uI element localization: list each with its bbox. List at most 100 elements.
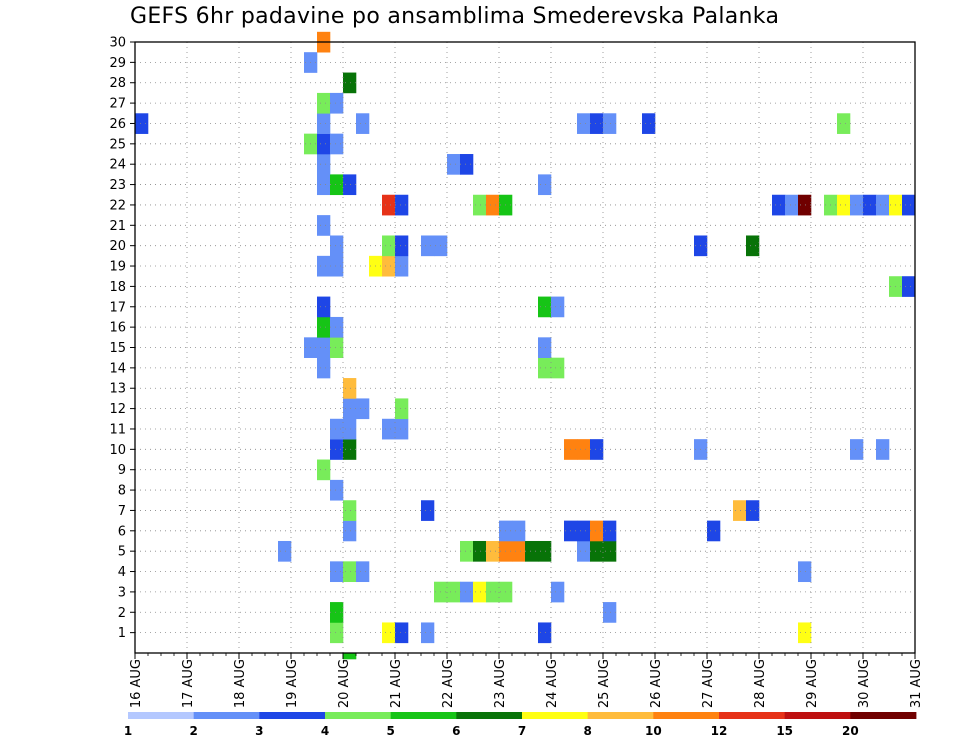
colorbar-segment (259, 712, 326, 719)
x-tick-label: 22 AUG (441, 659, 456, 708)
heatmap-cell (343, 439, 357, 460)
heatmap-cell (343, 418, 357, 440)
heatmap-cell (343, 378, 357, 399)
colorbar-segment (193, 712, 260, 719)
y-tick-label: 22 (109, 198, 126, 213)
y-tick-label: 19 (109, 260, 126, 275)
x-tick-label: 25 AUG (597, 659, 612, 708)
y-tick-label: 6 (118, 524, 126, 539)
y-tick-label: 21 (109, 219, 126, 234)
heatmap-cell (382, 622, 396, 644)
y-tick-label: 11 (109, 422, 126, 437)
heatmap-cell (343, 653, 357, 660)
colorbar-label: 2 (189, 724, 197, 738)
heatmap-cell (798, 561, 812, 583)
heatmap-cell (395, 235, 409, 257)
heatmap-cell (395, 622, 409, 644)
heatmap-cell (421, 622, 435, 644)
colorbar-label: 12 (711, 724, 728, 738)
heatmap-cell (317, 215, 331, 236)
heatmap-cell (382, 418, 396, 440)
heatmap-cell (330, 561, 344, 583)
heatmap-cell (460, 581, 474, 603)
heatmap-cell (317, 357, 331, 379)
colorbar-segment (456, 712, 523, 719)
heatmap-cell (590, 439, 604, 460)
heatmap-cell (382, 235, 396, 257)
heatmap-cell (395, 418, 409, 440)
heatmap-cell (421, 500, 435, 521)
heatmap-cell (330, 439, 344, 460)
x-tick-label: 26 AUG (649, 659, 664, 708)
y-tick-label: 30 (109, 36, 126, 51)
x-tick-label: 16 AUG (129, 659, 144, 708)
heatmap-cell (317, 154, 331, 175)
colorbar-label: 15 (776, 724, 793, 738)
heatmap-cell (577, 520, 591, 542)
x-tick-label: 30 AUG (857, 659, 872, 708)
colorbar-label: 6 (452, 724, 460, 738)
heatmap-cell (603, 602, 617, 623)
heatmap-cell (486, 581, 500, 603)
heatmap-cell (551, 581, 565, 603)
y-tick-label: 16 (109, 321, 126, 336)
heatmap-cell (902, 194, 916, 216)
heatmap-cell (356, 113, 370, 134)
x-tick-label: 21 AUG (389, 659, 404, 708)
y-tick-label: 25 (109, 137, 126, 152)
heatmap-cell (850, 439, 864, 460)
heatmap-cell (356, 561, 370, 583)
heatmap-cell (642, 113, 656, 134)
heatmap-cell (538, 296, 552, 318)
heatmap-cell (278, 540, 292, 562)
heatmap-cell (317, 459, 331, 481)
colorbar-segment (784, 712, 851, 719)
y-tick-label: 28 (109, 76, 126, 91)
colorbar-label: 4 (321, 724, 329, 738)
heatmap-cell (590, 540, 604, 562)
heatmap-cell (577, 439, 591, 460)
heatmap-cell (421, 235, 435, 257)
heatmap-cell (525, 540, 539, 562)
heatmap-cell (746, 500, 760, 521)
heatmap-cell (837, 194, 851, 216)
y-tick-label: 4 (118, 565, 126, 580)
heatmap-cell (447, 581, 461, 603)
heatmap-cell (447, 154, 461, 175)
colorbar-label: 3 (255, 724, 263, 738)
heatmap-cell (317, 133, 331, 155)
heatmap-cell (876, 194, 890, 216)
heatmap-cell (538, 622, 552, 644)
y-tick-label: 3 (118, 585, 126, 600)
x-tick-label: 17 AUG (181, 659, 196, 708)
y-tick-label: 2 (118, 606, 126, 621)
heatmap-cell (330, 479, 344, 501)
heatmap-cell (343, 174, 357, 196)
heatmap-cell (460, 540, 474, 562)
heatmap-cell (395, 398, 409, 420)
colorbar-segment (850, 712, 917, 719)
heatmap-cell (343, 561, 357, 583)
heatmap-cell (538, 337, 552, 358)
heatmap-cell (330, 316, 344, 338)
heatmap-cell (135, 113, 149, 134)
heatmap-cell (577, 540, 591, 562)
y-tick-label: 15 (109, 341, 126, 356)
colorbar-segment (653, 712, 720, 719)
heatmap-cell (473, 581, 487, 603)
y-tick-label: 14 (109, 361, 126, 376)
y-tick-label: 10 (109, 443, 126, 458)
heatmap-cell (356, 398, 370, 420)
heatmap-cell (330, 602, 344, 623)
x-tick-label: 23 AUG (493, 659, 508, 708)
colorbar-segment (390, 712, 457, 719)
heatmap-cell (486, 540, 500, 562)
heatmap-cell (317, 92, 331, 114)
y-tick-label: 9 (118, 463, 126, 478)
colorbar-segment (522, 712, 589, 719)
heatmap-cell (330, 133, 344, 155)
heatmap-cell (317, 296, 331, 318)
y-tick-label: 27 (109, 97, 126, 112)
heatmap-cell (382, 194, 396, 216)
